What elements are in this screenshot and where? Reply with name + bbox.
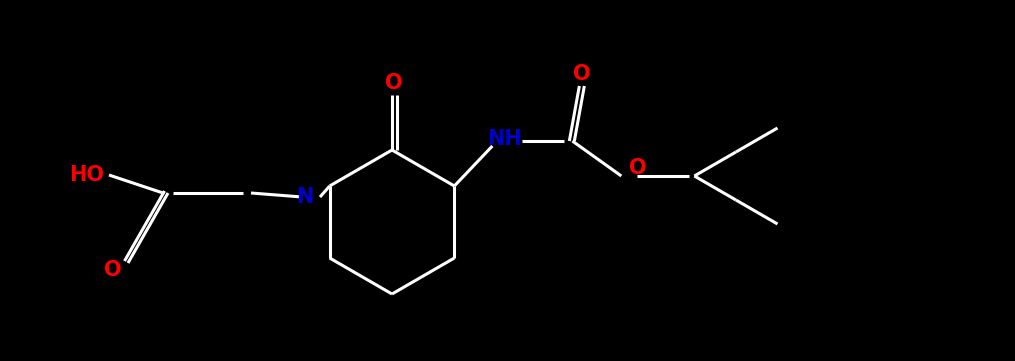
Text: O: O	[105, 260, 122, 280]
Text: O: O	[628, 158, 647, 178]
Text: HO: HO	[69, 165, 105, 185]
Text: NH: NH	[487, 129, 522, 149]
Text: O: O	[572, 64, 590, 84]
Text: N: N	[296, 187, 314, 207]
Text: O: O	[385, 73, 403, 93]
